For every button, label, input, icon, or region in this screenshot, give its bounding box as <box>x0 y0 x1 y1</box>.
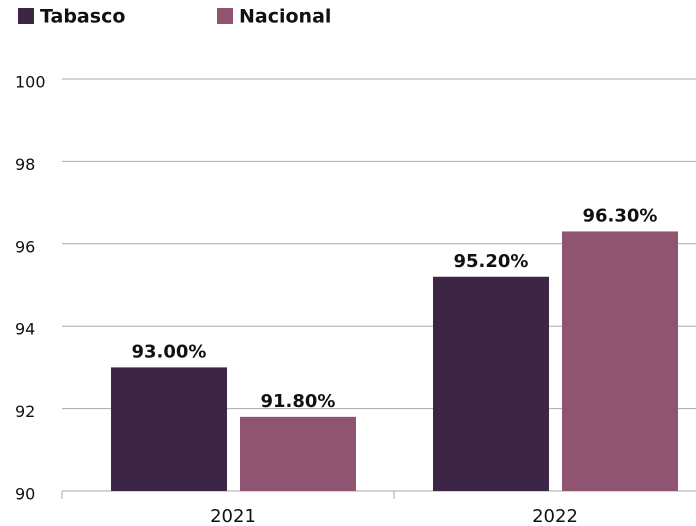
y-tick-label: 94 <box>15 320 35 339</box>
value-label: 95.20% <box>454 251 529 272</box>
legend-swatch <box>217 8 233 24</box>
y-tick-label: 90 <box>15 485 35 504</box>
legend-label: Nacional <box>239 6 331 28</box>
x-tick-label: 2022 <box>532 506 578 526</box>
bar <box>111 367 227 491</box>
legend-label: Tabasco <box>40 6 125 28</box>
bar <box>562 231 678 491</box>
legend-swatch <box>18 8 34 24</box>
y-tick-label: 92 <box>15 402 35 421</box>
y-tick-label: 98 <box>15 155 35 174</box>
bar <box>240 416 356 491</box>
x-tick-label: 2021 <box>210 506 256 526</box>
y-tick-label: 96 <box>15 237 35 256</box>
value-label: 93.00% <box>132 341 207 362</box>
bar <box>433 276 549 491</box>
y-tick-label: 100 <box>15 73 46 92</box>
value-label: 91.80% <box>261 391 336 412</box>
value-label: 96.30% <box>583 205 658 226</box>
